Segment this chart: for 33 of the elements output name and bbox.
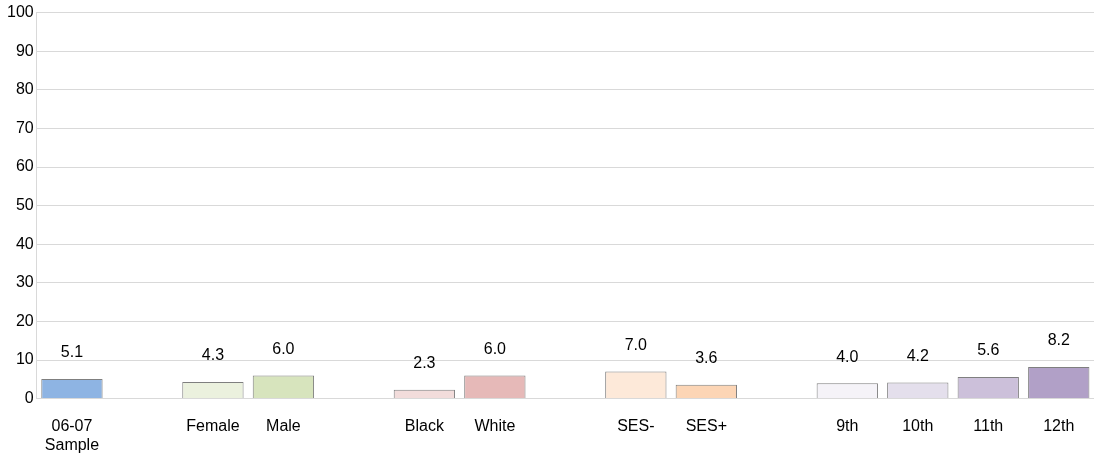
y-tick-label: 50 xyxy=(15,196,34,214)
data-label: 7.0 xyxy=(624,335,648,353)
x-tick-label: Male xyxy=(266,416,301,434)
y-tick-label: 60 xyxy=(15,157,34,175)
y-tick-label: 0 xyxy=(24,389,34,407)
x-tick-label: Female xyxy=(186,416,240,434)
x-tick-label: SES- xyxy=(617,416,655,434)
y-tick-label: 10 xyxy=(15,350,34,368)
data-label: 6.0 xyxy=(483,339,507,357)
data-label: 4.0 xyxy=(836,347,859,365)
data-label: 2.3 xyxy=(413,354,436,372)
data-label: 6.0 xyxy=(272,339,295,357)
x-tick-label: Black xyxy=(404,416,445,434)
x-tick-label: 9th xyxy=(836,416,859,434)
x-tick-label: 12th xyxy=(1043,416,1075,434)
data-label: 4.3 xyxy=(201,346,225,364)
y-tick-label: 40 xyxy=(15,234,34,252)
x-tick-label: 11th xyxy=(973,416,1004,434)
y-tick-label: 30 xyxy=(15,273,34,291)
data-label: 5.1 xyxy=(60,343,84,361)
data-label: 8.2 xyxy=(1047,331,1070,349)
y-tick-label: 90 xyxy=(15,41,34,59)
y-tick-label: 20 xyxy=(15,311,34,329)
x-tick-label: White xyxy=(474,416,516,434)
x-tick-label: 10th xyxy=(902,416,934,434)
data-label: 5.6 xyxy=(977,341,1000,359)
y-tick-label: 70 xyxy=(15,118,34,136)
y-tick-label: 80 xyxy=(15,80,34,98)
y-tick-label: 100 xyxy=(6,3,34,21)
x-tick-label: SES+ xyxy=(685,416,727,434)
data-label: 4.2 xyxy=(906,346,929,364)
x-tick-label: 06-07 Sample xyxy=(44,416,100,453)
data-label: 3.6 xyxy=(695,349,718,367)
